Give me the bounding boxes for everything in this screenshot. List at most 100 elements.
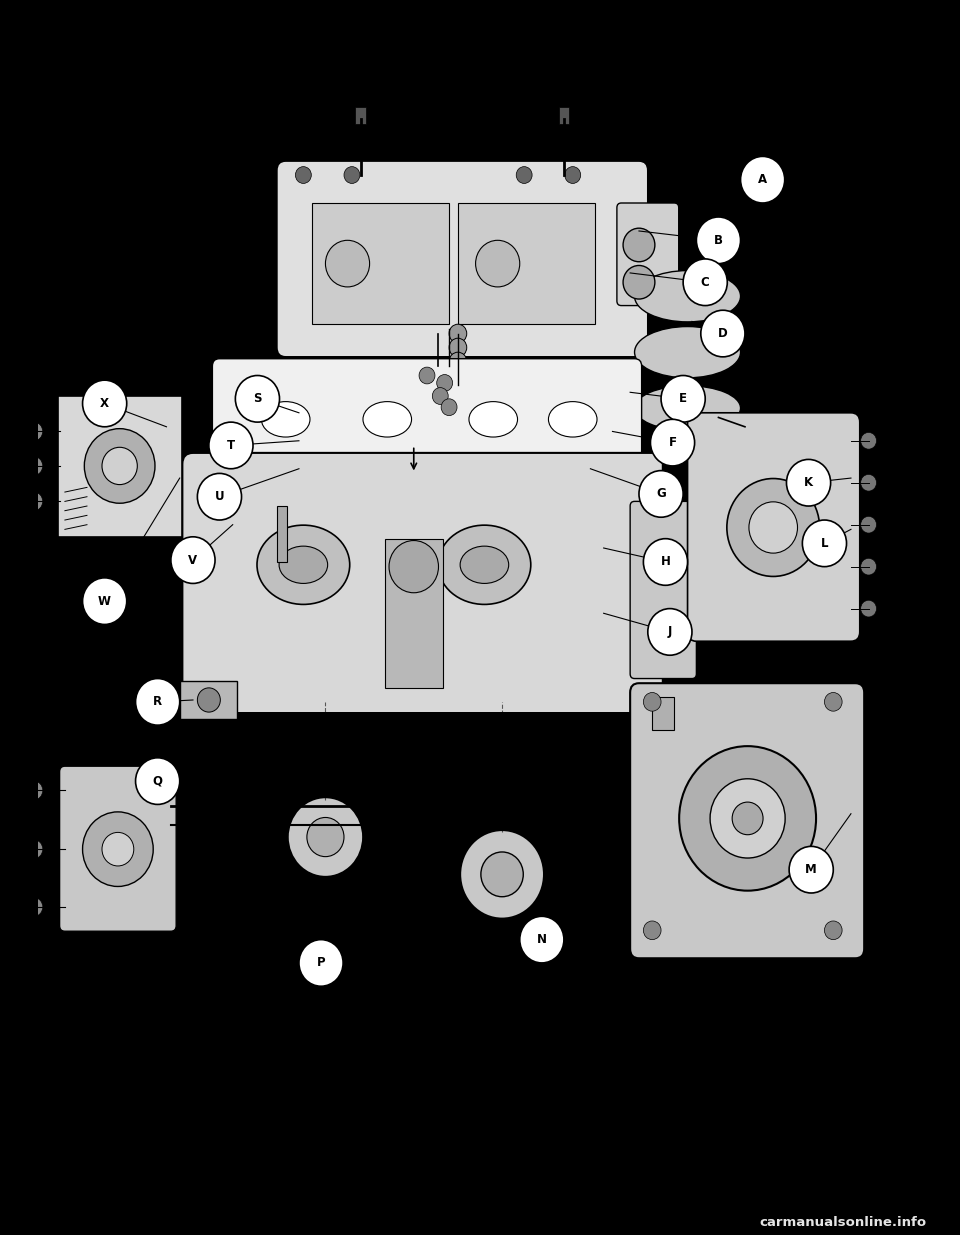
Circle shape — [861, 474, 876, 492]
Ellipse shape — [257, 525, 349, 604]
Circle shape — [437, 374, 452, 391]
Text: G  Main jet: G Main jet — [77, 1168, 134, 1177]
Bar — [276, 506, 287, 562]
Circle shape — [740, 157, 784, 203]
Circle shape — [25, 781, 43, 800]
Bar — [652, 698, 674, 730]
Ellipse shape — [363, 401, 412, 437]
Circle shape — [25, 422, 43, 441]
FancyBboxPatch shape — [617, 203, 679, 305]
Ellipse shape — [710, 779, 785, 858]
Text: S: S — [253, 393, 262, 405]
Circle shape — [449, 325, 467, 343]
Text: N  Automatic choke assembly: N Automatic choke assembly — [352, 1126, 505, 1135]
Circle shape — [651, 420, 695, 466]
Circle shape — [198, 473, 242, 520]
FancyBboxPatch shape — [630, 683, 864, 958]
Text: W: W — [98, 594, 111, 608]
Ellipse shape — [481, 852, 523, 897]
Text: Q: Q — [153, 774, 162, 788]
Text: S  Emulsion tube: S Emulsion tube — [622, 1062, 709, 1072]
Text: T  Accelerator pump jet: T Accelerator pump jet — [622, 1079, 744, 1088]
Text: A  Top cover assembly: A Top cover assembly — [77, 1062, 192, 1072]
FancyBboxPatch shape — [687, 412, 860, 641]
Circle shape — [861, 600, 876, 618]
Circle shape — [420, 367, 435, 384]
Circle shape — [296, 167, 311, 184]
Text: K: K — [804, 477, 813, 489]
Text: W  Low vacuum enrichment diaphragm: W Low vacuum enrichment diaphragm — [622, 1155, 825, 1163]
Circle shape — [623, 228, 655, 262]
Circle shape — [135, 758, 180, 804]
Circle shape — [344, 167, 360, 184]
Text: C: C — [701, 275, 709, 289]
FancyBboxPatch shape — [212, 358, 641, 480]
Text: D  Float: D Float — [77, 1115, 118, 1124]
Ellipse shape — [468, 401, 517, 437]
Ellipse shape — [679, 746, 816, 890]
Circle shape — [389, 541, 439, 593]
Ellipse shape — [749, 501, 798, 553]
FancyBboxPatch shape — [60, 766, 177, 931]
Circle shape — [25, 492, 43, 511]
Bar — [355, 107, 366, 124]
Circle shape — [25, 840, 43, 858]
Text: H: H — [660, 556, 670, 568]
Circle shape — [135, 678, 180, 725]
Ellipse shape — [548, 401, 597, 437]
Text: T: T — [227, 438, 235, 452]
Circle shape — [701, 310, 745, 357]
Text: P: P — [317, 956, 325, 969]
Bar — [458, 203, 595, 325]
Circle shape — [299, 940, 343, 987]
Circle shape — [519, 916, 564, 963]
Circle shape — [198, 688, 221, 713]
Text: G: G — [657, 488, 666, 500]
Circle shape — [786, 459, 830, 506]
Circle shape — [102, 447, 137, 484]
Ellipse shape — [635, 326, 740, 378]
Text: B: B — [714, 233, 723, 247]
Ellipse shape — [438, 525, 531, 604]
Circle shape — [84, 429, 155, 503]
Text: carmanualsonline.info: carmanualsonline.info — [759, 1216, 926, 1229]
Text: U: U — [215, 490, 225, 503]
Circle shape — [861, 432, 876, 450]
Text: X: X — [100, 396, 109, 410]
Circle shape — [789, 846, 833, 893]
Circle shape — [83, 578, 127, 625]
Circle shape — [825, 693, 842, 711]
Ellipse shape — [635, 270, 740, 322]
Text: F  Gasket: F Gasket — [77, 1150, 126, 1160]
Text: J  Primary idle jet assembly: J Primary idle jet assembly — [77, 1203, 219, 1212]
Text: Q  Idle mixture screw: Q Idle mixture screw — [352, 1179, 464, 1188]
Circle shape — [803, 520, 847, 567]
Circle shape — [235, 375, 279, 422]
Text: L  Accelerator pump gasket: L Accelerator pump gasket — [352, 1079, 494, 1088]
Circle shape — [449, 352, 467, 370]
Circle shape — [516, 167, 532, 184]
Circle shape — [696, 217, 740, 263]
Circle shape — [684, 259, 728, 305]
Circle shape — [861, 516, 876, 534]
Text: J: J — [668, 625, 672, 638]
Ellipse shape — [460, 830, 544, 919]
Text: A: A — [758, 173, 767, 186]
Circle shape — [825, 921, 842, 940]
Text: P  Vacuum pull-down diaphragm
    assembly: P Vacuum pull-down diaphragm assembly — [352, 1160, 519, 1179]
Bar — [559, 107, 569, 124]
Circle shape — [25, 898, 43, 916]
Bar — [180, 682, 237, 719]
FancyBboxPatch shape — [58, 396, 182, 537]
Circle shape — [639, 471, 684, 517]
Circle shape — [449, 338, 467, 357]
Circle shape — [25, 457, 43, 475]
Circle shape — [83, 811, 154, 887]
Ellipse shape — [727, 478, 820, 577]
Text: R: R — [153, 695, 162, 709]
Text: M: M — [805, 863, 817, 876]
Text: K  Accelerator pump diaphragm: K Accelerator pump diaphragm — [352, 1062, 517, 1072]
Circle shape — [209, 422, 253, 469]
Text: E  Needle Valve: E Needle Valve — [77, 1132, 158, 1141]
Circle shape — [643, 693, 661, 711]
